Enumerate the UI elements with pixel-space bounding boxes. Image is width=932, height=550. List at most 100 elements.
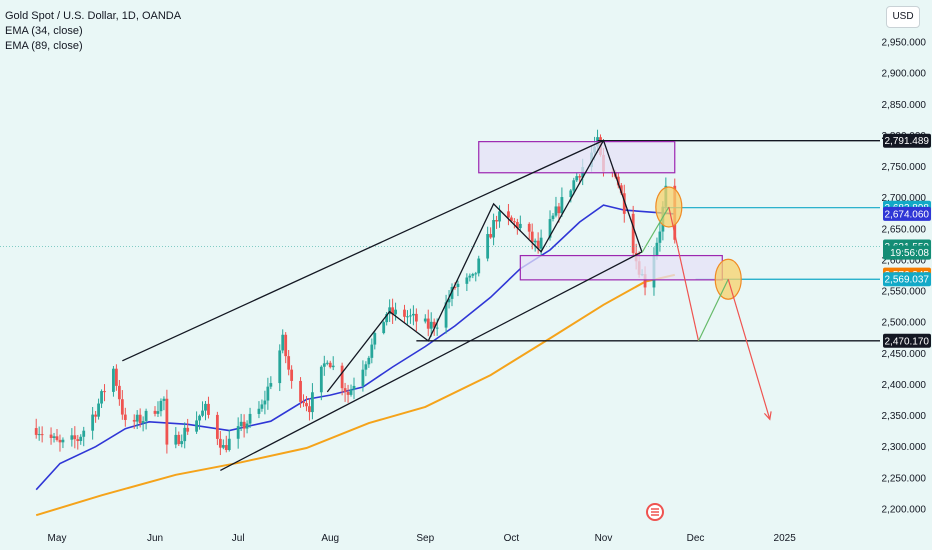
candle-body[interactable] — [328, 362, 332, 368]
candle-body[interactable] — [456, 283, 460, 287]
candle-body[interactable] — [159, 400, 163, 412]
candle-body[interactable] — [153, 410, 157, 414]
candle-body[interactable] — [551, 215, 555, 220]
candle-body[interactable] — [302, 401, 305, 404]
candle-body[interactable] — [245, 423, 249, 429]
candle-body[interactable] — [631, 213, 635, 253]
projection-segment[interactable] — [727, 279, 771, 420]
candle-body[interactable] — [518, 223, 522, 229]
candle-body[interactable] — [331, 365, 335, 368]
candle-body[interactable] — [510, 217, 513, 222]
candle-body[interactable] — [100, 391, 103, 404]
candle-body[interactable] — [177, 434, 181, 445]
candle-body[interactable] — [560, 197, 564, 214]
candle-body[interactable] — [388, 307, 392, 315]
projection-segment[interactable] — [668, 206, 700, 342]
candle-body[interactable] — [82, 430, 86, 437]
candle-body[interactable] — [655, 242, 659, 256]
candle-body[interactable] — [394, 309, 397, 315]
candle-body[interactable] — [489, 234, 493, 238]
candle-body[interactable] — [305, 403, 308, 407]
candle-body[interactable] — [52, 436, 56, 438]
candle-body[interactable] — [507, 211, 510, 218]
candle-body[interactable] — [426, 318, 430, 329]
candle-body[interactable] — [444, 302, 448, 328]
candle-body[interactable] — [361, 369, 365, 386]
candle-body[interactable] — [465, 277, 469, 284]
candle-body[interactable] — [103, 391, 106, 393]
candle-body[interactable] — [248, 413, 252, 424]
candle-body[interactable] — [239, 421, 243, 427]
candle-body[interactable] — [132, 419, 136, 422]
candle-body[interactable] — [423, 318, 427, 322]
candle-body[interactable] — [572, 180, 576, 191]
candle-body[interactable] — [412, 313, 415, 316]
candle-body[interactable] — [548, 219, 552, 238]
candle-body[interactable] — [474, 273, 478, 275]
candle-body[interactable] — [658, 231, 662, 243]
symbol-title[interactable]: Gold Spot / U.S. Dollar, 1D, OANDA — [5, 10, 182, 22]
candle-body[interactable] — [578, 176, 582, 178]
candle-body[interactable] — [429, 321, 433, 329]
ema89-legend[interactable]: EMA (89, close) — [5, 40, 83, 52]
candle-body[interactable] — [616, 176, 620, 186]
candle-body[interactable] — [58, 439, 62, 443]
candle-body[interactable] — [218, 438, 222, 448]
candle-body[interactable] — [207, 403, 210, 415]
projection-segment[interactable] — [697, 278, 729, 342]
candle-body[interactable] — [290, 369, 294, 381]
candle-body[interactable] — [138, 414, 142, 424]
candle-body[interactable] — [117, 385, 121, 400]
candle-body[interactable] — [619, 185, 623, 194]
candle-body[interactable] — [311, 392, 314, 413]
candle-body[interactable] — [643, 274, 647, 288]
candle-body[interactable] — [364, 364, 368, 370]
candle-body[interactable] — [174, 434, 178, 445]
candle-body[interactable] — [269, 383, 273, 387]
candle-body[interactable] — [281, 334, 285, 351]
candle-body[interactable] — [385, 314, 389, 323]
candle-body[interactable] — [340, 365, 344, 389]
candle-body[interactable] — [73, 435, 77, 440]
candle-body[interactable] — [527, 223, 531, 232]
candle-body[interactable] — [221, 445, 225, 448]
candle-body[interactable] — [530, 231, 534, 243]
candle-body[interactable] — [569, 190, 573, 198]
candle-body[interactable] — [468, 275, 472, 278]
candle-body[interactable] — [141, 421, 145, 424]
candle-body[interactable] — [471, 274, 475, 276]
candle-body[interactable] — [215, 414, 219, 439]
candle-body[interactable] — [346, 391, 350, 395]
candle-body[interactable] — [236, 426, 240, 439]
candle-body[interactable] — [278, 350, 282, 384]
candle-body[interactable] — [486, 234, 490, 259]
candle-body[interactable] — [79, 436, 83, 442]
candle-body[interactable] — [435, 327, 439, 329]
channel-trendline[interactable] — [220, 251, 643, 471]
candle-body[interactable] — [343, 388, 347, 392]
candle-body[interactable] — [49, 434, 53, 438]
candle-body[interactable] — [308, 406, 311, 413]
candle-body[interactable] — [135, 414, 139, 422]
candle-body[interactable] — [115, 368, 118, 386]
candle-body[interactable] — [447, 298, 451, 303]
candle-body[interactable] — [319, 366, 323, 393]
candle-body[interactable] — [352, 385, 356, 390]
candle-body[interactable] — [367, 357, 371, 365]
candle-body[interactable] — [370, 344, 374, 358]
candle-body[interactable] — [450, 286, 454, 299]
candle-body[interactable] — [512, 221, 516, 223]
candle-body[interactable] — [453, 286, 457, 288]
candle-body[interactable] — [242, 421, 246, 429]
candle-body[interactable] — [495, 220, 498, 222]
ema34-legend[interactable]: EMA (34, close) — [5, 25, 83, 37]
candle-body[interactable] — [40, 434, 44, 436]
candle-body[interactable] — [165, 398, 169, 445]
candle-body[interactable] — [373, 333, 377, 345]
candle-body[interactable] — [70, 435, 74, 440]
candle-body[interactable] — [120, 399, 124, 415]
candle-body[interactable] — [557, 206, 561, 214]
candle-body[interactable] — [162, 398, 166, 401]
candle-body[interactable] — [622, 193, 626, 214]
candle-body[interactable] — [391, 307, 395, 315]
